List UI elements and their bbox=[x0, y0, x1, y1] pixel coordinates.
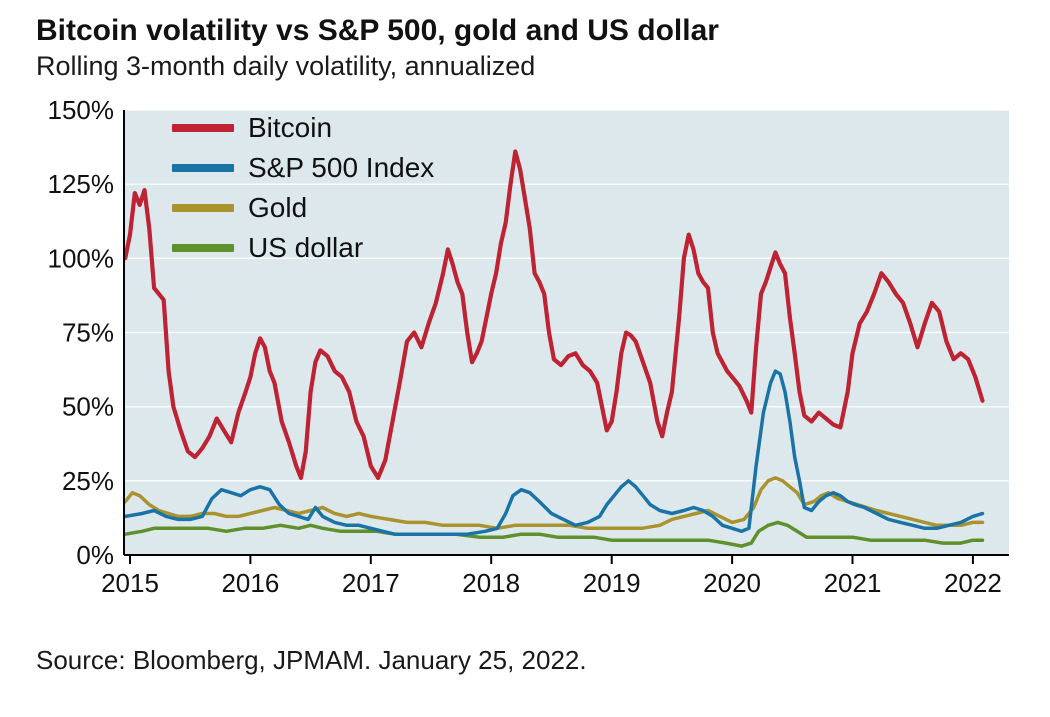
y-tick-label: 100% bbox=[48, 243, 115, 273]
series-bitcoin bbox=[123, 148, 985, 480]
legend-label-bitcoin: Bitcoin bbox=[248, 111, 333, 143]
y-tick-label: 75% bbox=[62, 317, 114, 347]
y-tick-label: 25% bbox=[62, 465, 114, 495]
x-tick-label: 2017 bbox=[342, 568, 400, 598]
x-tick-label: 2022 bbox=[944, 568, 1002, 598]
legend-label-gold: Gold bbox=[248, 191, 308, 223]
x-tick-label: 2015 bbox=[101, 568, 159, 598]
series-us-dollar bbox=[123, 520, 985, 548]
legend-item-s-p-500-index: S&P 500 Index bbox=[172, 150, 434, 186]
x-tick-label: 2019 bbox=[583, 568, 641, 598]
chart-header: Bitcoin volatility vs S&P 500, gold and … bbox=[36, 14, 1032, 82]
legend-label-us-dollar: US dollar bbox=[248, 231, 364, 263]
y-tick-label: 125% bbox=[48, 169, 115, 199]
y-tick-label: 50% bbox=[62, 391, 114, 421]
legend-item-gold: Gold bbox=[172, 190, 434, 226]
legend-item-bitcoin: Bitcoin bbox=[172, 110, 434, 146]
series-s-p-500-index bbox=[123, 368, 985, 536]
x-tick-label: 2018 bbox=[462, 568, 520, 598]
y-tick-label: 0% bbox=[76, 540, 114, 570]
legend-swatch-s-p-500-index bbox=[172, 163, 234, 172]
chart-title: Bitcoin volatility vs S&P 500, gold and … bbox=[36, 14, 719, 47]
chart-area: 0% 25% 50% 75% 100% 125% 150% 2015 2016 2017 2018 2… bbox=[24, 98, 1024, 603]
x-tick-label: 2016 bbox=[221, 568, 279, 598]
x-tick-label: 2021 bbox=[824, 568, 882, 598]
legend-item-us-dollar: US dollar bbox=[172, 230, 434, 266]
volatility-chart: 0% 25% 50% 75% 100% 125% 150% 2015 2016 2017 2018 2… bbox=[48, 98, 1009, 598]
chart-subtitle: Rolling 3-month daily volatility, annual… bbox=[36, 50, 536, 81]
source-note: Source: Bloomberg, JPMAM. January 25, 20… bbox=[36, 644, 587, 675]
page-root: Bitcoin volatility vs S&P 500, gold and … bbox=[24, 14, 1032, 675]
x-tick-label: 2020 bbox=[703, 568, 761, 598]
y-tick-label: 150% bbox=[48, 98, 115, 125]
legend-swatch-us-dollar bbox=[172, 243, 234, 252]
chart-legend: Bitcoin S&P 500 Index Gold US dollar bbox=[172, 110, 434, 266]
legend-label-s-p-500-index: S&P 500 Index bbox=[248, 151, 435, 183]
legend-swatch-bitcoin bbox=[172, 123, 234, 132]
legend-swatch-gold bbox=[172, 203, 234, 212]
